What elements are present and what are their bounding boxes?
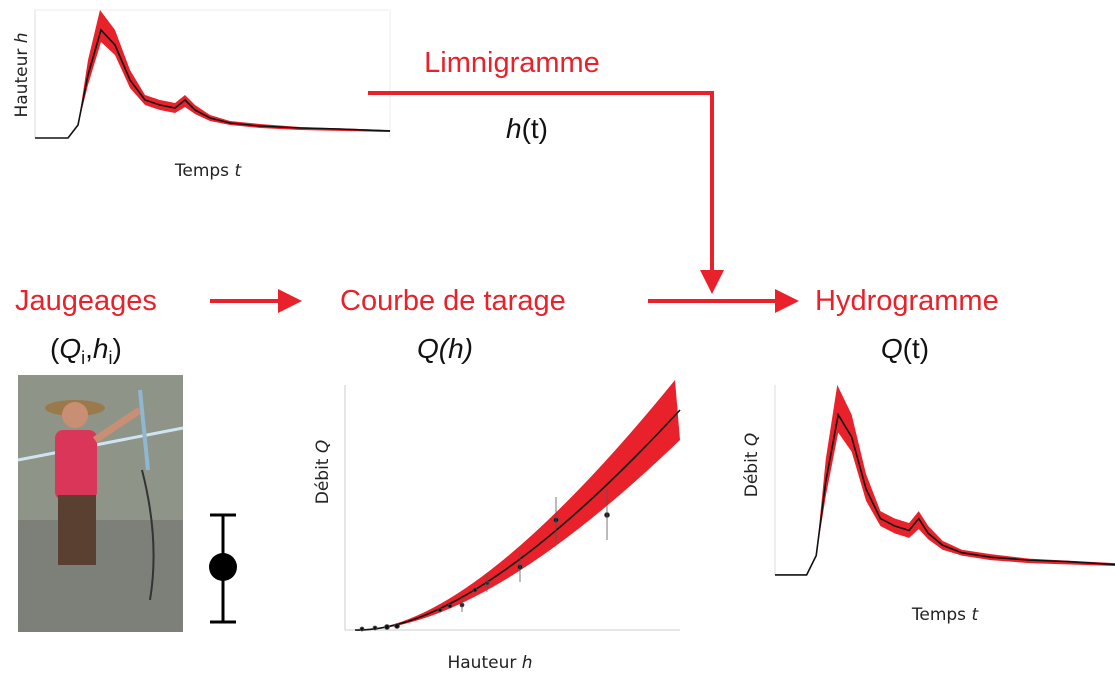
limnigram-formula: h(t) [506, 113, 548, 144]
limnigram-chart: Hauteur h Temps t [12, 9, 391, 181]
text-part: Q [313, 440, 333, 453]
text-part: h [506, 113, 522, 144]
x-axis-label: Temps t [911, 605, 980, 625]
y-axis-label: Débit Q [742, 433, 762, 498]
text-part: i [108, 348, 112, 368]
text-part: Q [742, 433, 762, 446]
text-part: t [234, 161, 242, 181]
text-part: Q [881, 333, 903, 364]
text-part: Temps [911, 605, 972, 625]
text-part: (t) [522, 113, 548, 144]
text-part: (t) [903, 333, 929, 364]
rating-formula: Q(h) [417, 333, 473, 364]
rating-curve-label: Courbe de tarage [340, 285, 566, 317]
text-part: i [81, 348, 85, 368]
text-part: h [93, 333, 109, 364]
text-part: Q [59, 333, 81, 364]
x-axis-label: Hauteur h [447, 653, 532, 673]
text-part: Hauteur [447, 653, 521, 673]
hydrogram-label: Hydrogramme [815, 285, 999, 317]
y-axis-label: Hauteur h [12, 32, 32, 117]
rating-chart: Débit Q Hauteur h [313, 380, 681, 673]
gauging-formula: (Qi,hi) [50, 333, 122, 368]
limnigram-label: Limnigramme [424, 47, 600, 79]
text-part: Temps [174, 161, 235, 181]
text-part: ) [112, 333, 121, 364]
text-part: Hauteur [12, 43, 32, 117]
text-part: Débit [742, 446, 762, 497]
hydrogram-formula: Q(t) [881, 333, 929, 364]
arrow [368, 91, 724, 294]
hydrogram-chart: Débit Q Temps t [742, 383, 1115, 625]
gauging-label: Jaugeages [15, 285, 157, 317]
x-axis-label: Temps t [174, 161, 243, 181]
error-bar-icon [209, 513, 237, 624]
text-part: t [971, 605, 979, 625]
text-part: , [85, 333, 93, 364]
text-part: h [522, 653, 533, 673]
text-part: ( [50, 333, 60, 364]
text-part: h [12, 32, 32, 43]
photo [17, 375, 184, 632]
text-part: Débit [313, 453, 333, 504]
y-axis-label: Débit Q [313, 440, 333, 505]
